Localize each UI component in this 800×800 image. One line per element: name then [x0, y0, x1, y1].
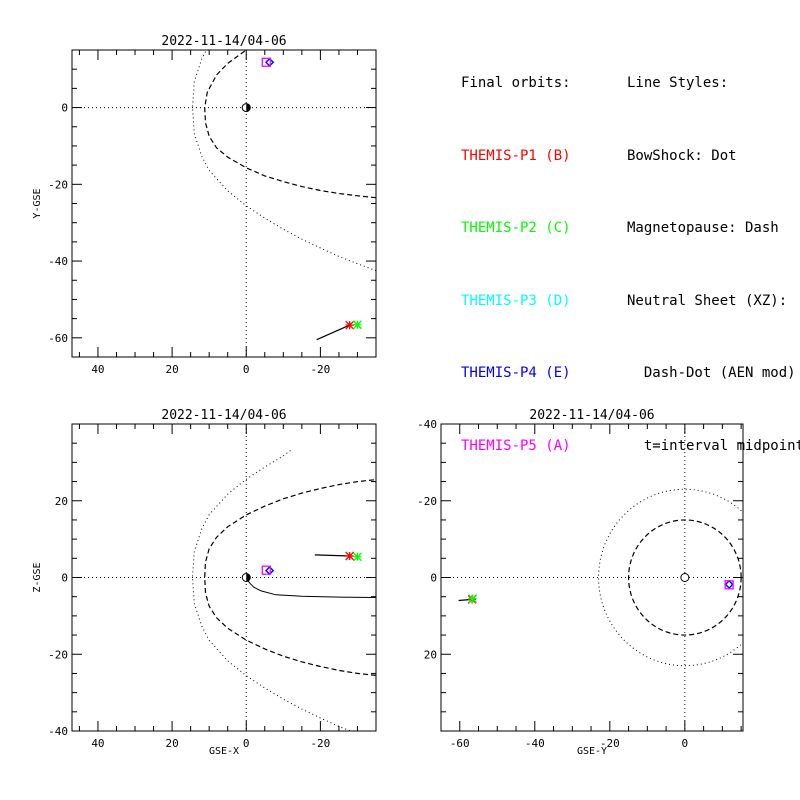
- line-style-time-note: t=interval midpoint: [627, 437, 800, 454]
- x-tick-label: -20: [310, 737, 330, 750]
- x-axis-label: GSE-Y: [577, 746, 607, 757]
- y-tick-label: 0: [61, 572, 68, 585]
- legend-probe-p5: THEMIS-P5 (A): [461, 437, 571, 454]
- x-tick-label: -20: [600, 737, 620, 750]
- probe-marker-p1: [345, 551, 355, 561]
- legend-probe-p3: THEMIS-P3 (D): [461, 292, 571, 309]
- x-tick-label: -40: [525, 737, 545, 750]
- probe-marker-p4: [724, 579, 734, 589]
- line-styles-header: Line Styles:: [627, 75, 729, 91]
- magnetopause-curve: [204, 50, 376, 199]
- y-tick-label: 20: [55, 495, 68, 508]
- legend-probe-p1: THEMIS-P1 (B): [461, 147, 571, 164]
- y-tick-label: -40: [48, 725, 68, 738]
- x-tick-label: -20: [310, 363, 330, 376]
- bowshock-curve: [191, 448, 352, 731]
- line-style-neutral-sheet-model: Dash-Dot (AEN mod): [627, 365, 796, 381]
- line-styles-legend: Line Styles: BowShock: Dot Magnetopause:…: [627, 23, 800, 482]
- probe-track-p1: [314, 554, 350, 557]
- final-orbits-legend: Final orbits: THEMIS-P1 (B) THEMIS-P2 (C…: [461, 23, 571, 482]
- probe-marker-p1: [345, 320, 355, 330]
- x-tick-label: -60: [450, 737, 470, 750]
- y-tick-label: -60: [48, 332, 68, 345]
- x-tick-label: 40: [91, 363, 104, 376]
- x-tick-label: 40: [91, 737, 104, 750]
- line-style-neutral-sheet: Neutral Sheet (XZ):: [627, 292, 788, 309]
- legend-probe-p2: THEMIS-P2 (C): [461, 220, 571, 236]
- line-style-magnetopause: Magnetopause: Dash: [627, 220, 779, 236]
- y-axis-label: Z-GSE: [32, 562, 43, 592]
- xy-panel: 40 20 0 -20 -60 -40 -20 0 2022-11-14/04-06 Y-GSE: [32, 34, 377, 376]
- xz-panel: 40 20 0 -20 20 0 -20 -40 2022-11-14/04-06 GSE-X Z-…: [32, 408, 377, 757]
- x-tick-label: 20: [165, 737, 178, 750]
- probe-marker-p2: [353, 552, 362, 562]
- plot-frame: [71, 49, 377, 358]
- probe-track-p1: [316, 324, 350, 341]
- probe-marker-p2: [468, 594, 477, 604]
- y-tick-label: -20: [417, 495, 437, 508]
- bowshock-circle: [598, 488, 743, 667]
- probe-marker-p5: [724, 580, 734, 590]
- panel-title: 2022-11-14/04-06: [161, 408, 286, 423]
- y-tick-label: -20: [48, 178, 68, 191]
- earth-night-side: [246, 573, 251, 582]
- y-tick-label: -40: [48, 255, 68, 268]
- final-orbits-header: Final orbits:: [461, 75, 571, 91]
- probe-marker-p2: [353, 320, 362, 330]
- yz-panel: -60 -40 -20 0 20 0 -20 -40 2022-11-14/04-06 GSE-Y: [417, 408, 744, 757]
- legend-probe-p4: THEMIS-P4 (E): [461, 365, 571, 381]
- y-tick-label: -40: [417, 418, 437, 431]
- x-tick-label: 0: [243, 363, 250, 376]
- earth-night-side: [246, 103, 251, 112]
- y-tick-label: 20: [424, 648, 437, 661]
- plot-area: [72, 50, 376, 357]
- probe-marker-p5: [261, 57, 271, 67]
- y-tick-label: 0: [61, 102, 68, 115]
- x-tick-label: 0: [682, 737, 689, 750]
- line-style-bowshock: BowShock: Dot: [627, 147, 737, 164]
- y-tick-label: -20: [48, 648, 68, 661]
- panel-title: 2022-11-14/04-06: [529, 408, 654, 423]
- earth-marker: [680, 573, 690, 582]
- probe-marker-p5: [261, 565, 271, 575]
- x-axis-label: GSE-X: [209, 746, 239, 757]
- y-axis-label: Y-GSE: [32, 188, 43, 218]
- bowshock-curve: [191, 50, 376, 272]
- x-tick-label: 20: [165, 363, 178, 376]
- magnetopause-curve: [204, 479, 376, 676]
- plot-area: [72, 424, 376, 731]
- y-tick-label: 0: [430, 572, 437, 585]
- x-tick-label: 0: [243, 737, 250, 750]
- panel-title: 2022-11-14/04-06: [161, 34, 286, 49]
- neutral-sheet-curve: [245, 578, 376, 598]
